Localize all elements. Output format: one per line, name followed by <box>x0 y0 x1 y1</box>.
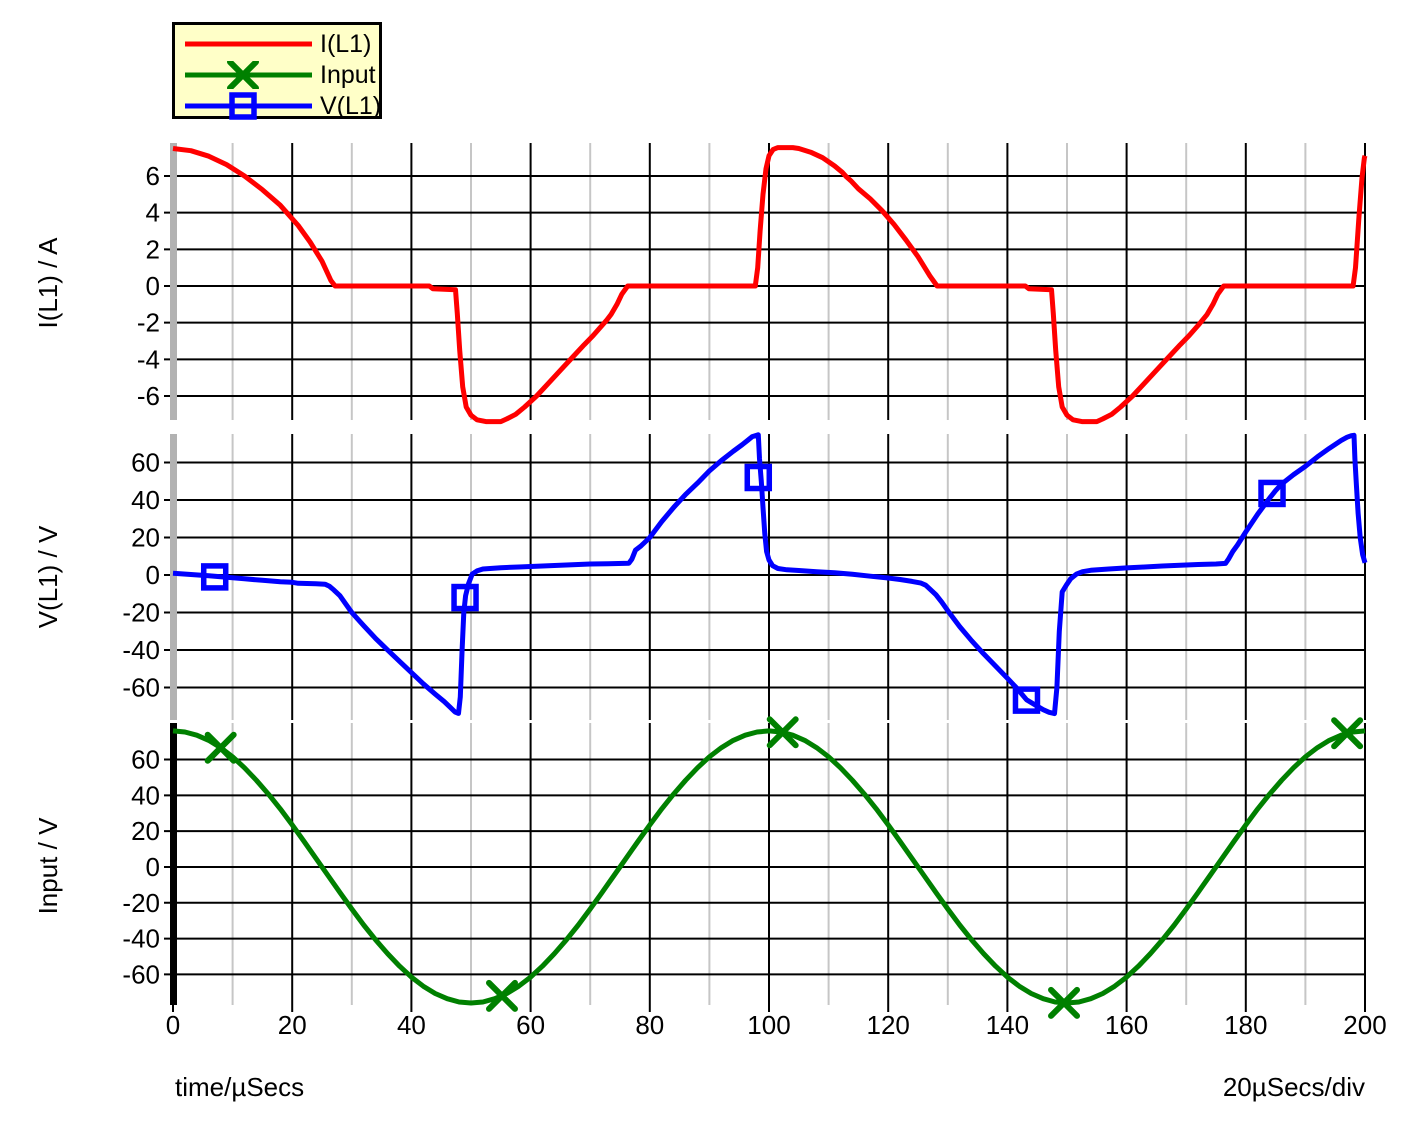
y-tick-label: -40 <box>122 635 160 665</box>
y-tick-label: -4 <box>137 344 160 374</box>
legend-glyph-vl1 <box>185 92 312 120</box>
x-tick-label: 140 <box>986 1010 1029 1040</box>
marker-square <box>229 92 257 120</box>
y-tick-label: 40 <box>131 780 160 810</box>
x-tick-label: 40 <box>397 1010 426 1040</box>
time-per-div-label: 20µSecs/div <box>1222 1072 1365 1102</box>
y-tick-label: -40 <box>122 924 160 954</box>
y-tick-label: 0 <box>146 852 160 882</box>
legend-label-input: Input <box>320 60 376 89</box>
y-tick-label: 6 <box>146 161 160 191</box>
x-tick-label: 20 <box>278 1010 307 1040</box>
x-tick-label: 100 <box>747 1010 790 1040</box>
y-tick-label: 60 <box>131 745 160 775</box>
x-tick-label: 160 <box>1105 1010 1148 1040</box>
y-tick-label: -20 <box>122 598 160 628</box>
legend-item-il1[interactable]: I(L1) <box>181 30 379 58</box>
y-axis-title-il1: I(L1) / A <box>33 237 63 329</box>
y-tick-label: 20 <box>131 523 160 553</box>
marker-x <box>227 61 259 89</box>
legend-glyph-il1 <box>185 41 312 47</box>
x-tick-label: 200 <box>1343 1010 1386 1040</box>
marker-x <box>1331 717 1364 750</box>
marker-square <box>200 563 229 591</box>
y-axis-title-input: Input / V <box>33 817 63 915</box>
legend-glyph-input <box>185 61 312 89</box>
marker-square <box>1258 479 1286 508</box>
legend-label-vl1: V(L1) <box>320 91 382 120</box>
y-axis-bar <box>170 723 177 1005</box>
y-tick-label: 0 <box>146 560 160 590</box>
y-tick-label: 60 <box>131 448 160 478</box>
y-axis-title-vl1: V(L1) / V <box>33 525 63 629</box>
legend-label-il1: I(L1) <box>320 29 372 58</box>
y-axis-bar <box>170 143 177 420</box>
y-tick-label: 4 <box>146 198 160 228</box>
y-tick-label: -20 <box>122 888 160 918</box>
y-tick-label: 40 <box>131 485 160 515</box>
series-vl1-curve <box>172 432 1368 717</box>
x-tick-label: 80 <box>635 1010 664 1040</box>
y-tick-label: 20 <box>131 816 160 846</box>
marker-square <box>744 463 773 492</box>
marker-square <box>1012 686 1041 714</box>
series-input-curve <box>172 728 1366 1006</box>
legend-item-vl1[interactable]: V(L1) <box>181 91 382 120</box>
marker-x <box>766 716 799 749</box>
x-tick-label: 120 <box>867 1010 910 1040</box>
marker-square <box>451 583 479 612</box>
y-tick-label: 2 <box>146 234 160 264</box>
y-tick-label: -6 <box>137 381 160 411</box>
y-tick-label: -2 <box>137 308 160 338</box>
y-axis-bar <box>170 434 177 720</box>
y-tick-label: -60 <box>122 959 160 989</box>
x-tick-label: 180 <box>1224 1010 1267 1040</box>
marker-x <box>485 979 518 1012</box>
x-tick-label: 0 <box>166 1010 180 1040</box>
y-tick-label: -60 <box>122 673 160 703</box>
x-axis-title: time/µSecs <box>175 1072 305 1102</box>
series-il1-curve <box>172 145 1368 425</box>
marker-x <box>204 731 237 764</box>
marker-x <box>1048 986 1081 1019</box>
legend-item-input[interactable]: Input <box>181 61 379 89</box>
legend: I(L1) Input V(L1) <box>172 22 382 120</box>
y-tick-label: 0 <box>146 271 160 301</box>
x-tick-label: 60 <box>516 1010 545 1040</box>
